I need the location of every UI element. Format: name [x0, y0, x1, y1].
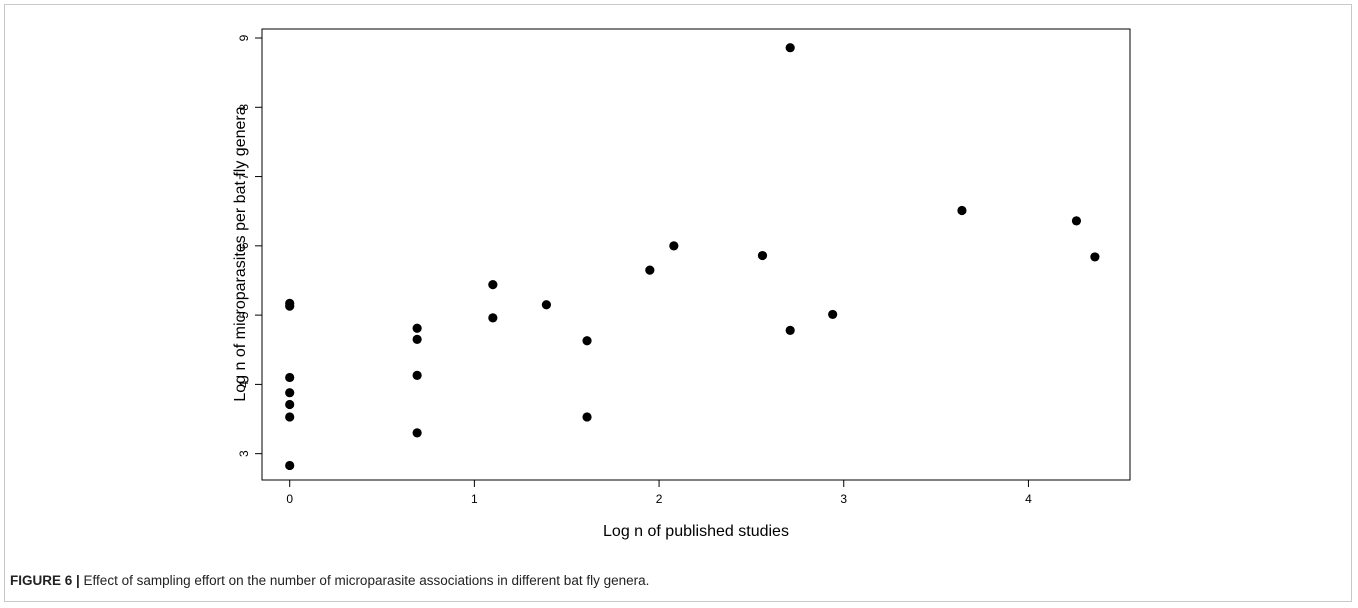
- y-tick-label: 6: [237, 242, 251, 249]
- scatter-chart: 0 1 2 3 4 3 4 5 6 7 8 9 Log n of published studies…: [232, 28, 1131, 540]
- chart-svg: 0 1 2 3 4 3 4 5 6 7 8 9 Log n of published studies…: [232, 28, 1131, 540]
- data-point: [582, 336, 592, 346]
- figure-frame: [4, 4, 1352, 602]
- data-point: [488, 280, 498, 290]
- y-tick-label: 3: [237, 450, 251, 457]
- data-point: [957, 205, 967, 216]
- y-tick-label: 9: [237, 34, 251, 41]
- x-axis: 0 1 2 3 4: [286, 479, 1032, 506]
- y-tick-label: 4: [237, 381, 251, 388]
- data-point: [285, 372, 295, 383]
- data-points: [285, 43, 1100, 471]
- caption-text: Effect of sampling effort on the number …: [79, 573, 650, 588]
- y-tick-label: 5: [237, 311, 251, 318]
- data-point: [285, 460, 295, 471]
- data-point: [645, 265, 655, 275]
- data-point: [412, 334, 422, 344]
- y-tick-label: 7: [237, 173, 251, 180]
- plot-box: [261, 28, 1131, 481]
- data-point: [285, 412, 295, 422]
- figure-label: FIGURE 6 |: [10, 573, 80, 588]
- data-point: [757, 250, 768, 261]
- data-point: [285, 301, 295, 311]
- y-axis: 3 4 5 6 7 8 9: [237, 34, 263, 457]
- data-point: [582, 412, 592, 422]
- data-point: [785, 43, 795, 53]
- data-point: [488, 313, 498, 323]
- x-tick-label: 4: [1025, 492, 1032, 506]
- data-point: [785, 325, 795, 335]
- data-point: [412, 323, 422, 333]
- data-point: [412, 428, 422, 438]
- x-tick-label: 3: [840, 492, 847, 506]
- y-tick-label: 8: [237, 104, 251, 111]
- x-tick-label: 0: [286, 492, 293, 506]
- data-point: [285, 399, 295, 410]
- data-point: [285, 388, 295, 398]
- data-point: [1071, 216, 1082, 226]
- data-point: [828, 309, 838, 320]
- data-point: [541, 300, 552, 310]
- data-point: [1090, 252, 1100, 262]
- data-point: [412, 370, 422, 380]
- x-axis-label: Log n of published studies: [603, 523, 789, 540]
- x-tick-label: 1: [471, 492, 478, 506]
- figure-caption: FIGURE 6 | Effect of sampling effort on …: [10, 573, 649, 588]
- data-point: [669, 241, 679, 251]
- x-tick-label: 2: [656, 492, 663, 506]
- y-axis-label: Log n of microparasites per bat fly gene…: [232, 106, 249, 401]
